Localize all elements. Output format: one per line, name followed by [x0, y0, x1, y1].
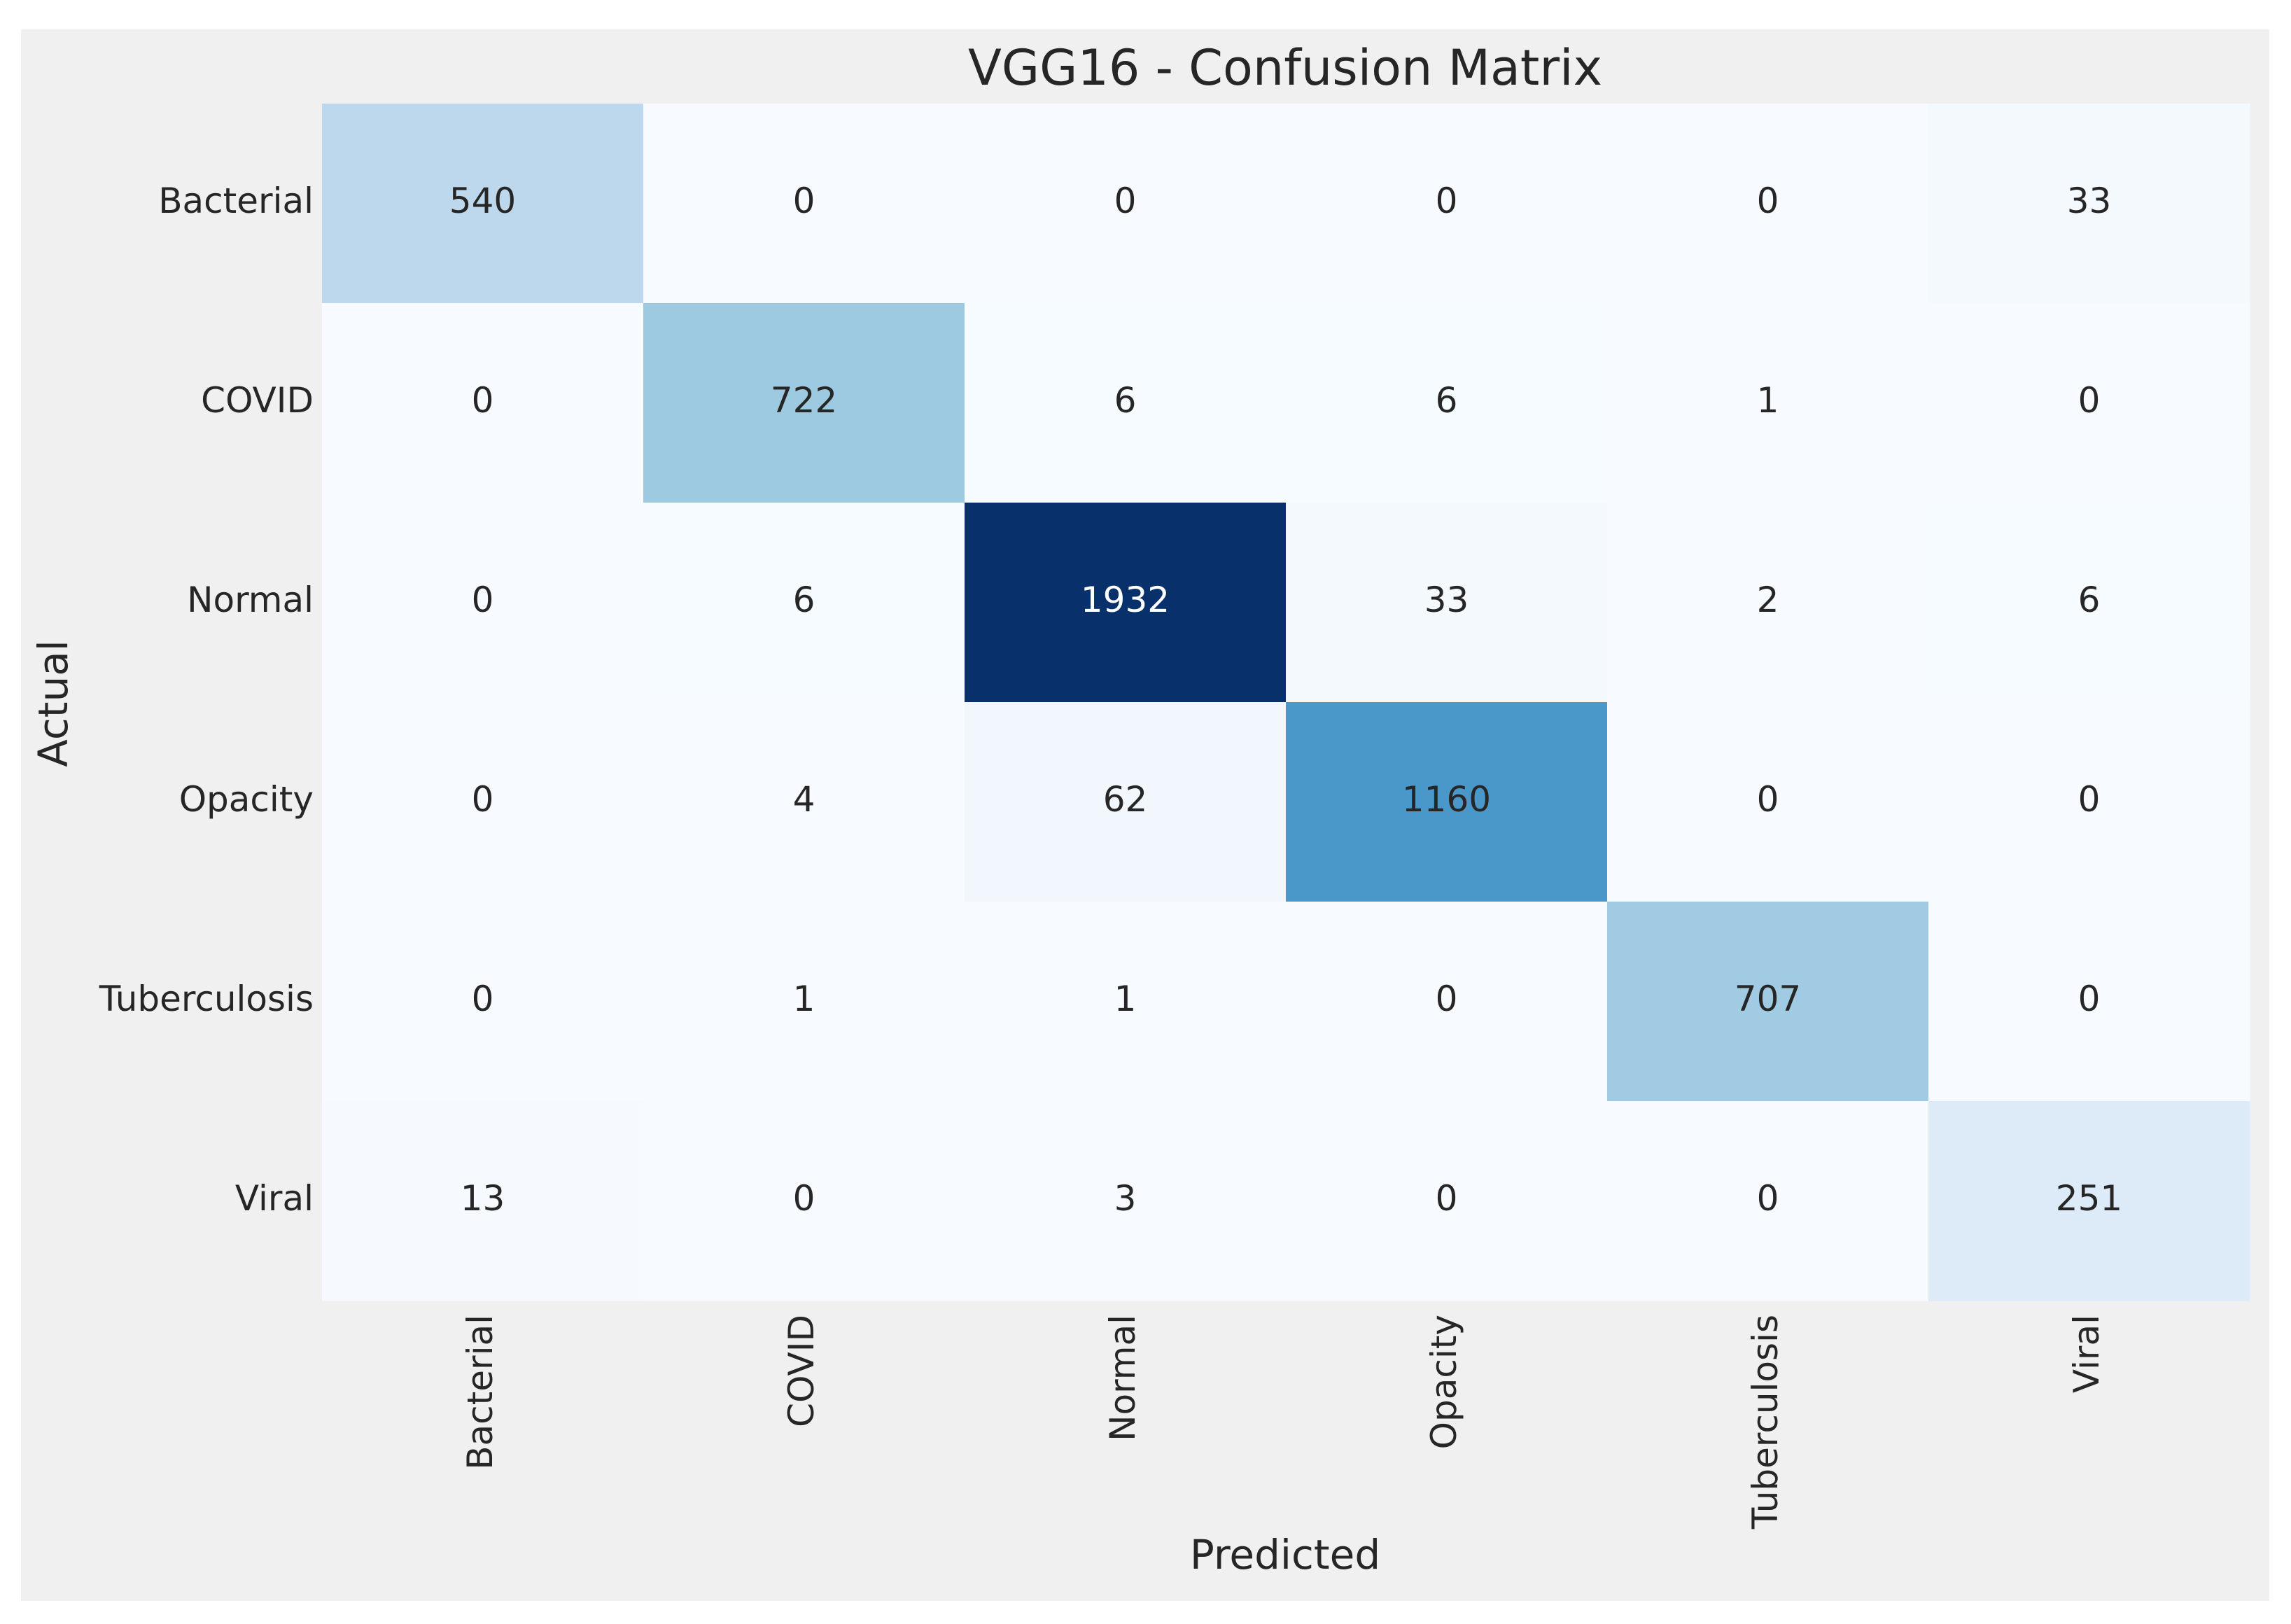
heatmap-cell-covid-covid — [643, 303, 965, 503]
heatmap-cell-tuberculosis-bacterial — [322, 902, 644, 1102]
heatmap-cell-opacity-opacity — [1286, 702, 1608, 902]
cell-value-label: 1 — [1757, 380, 1779, 421]
cell-value-label: 0 — [2078, 979, 2101, 1019]
heatmap-cell-tuberculosis-covid — [643, 902, 965, 1102]
y-axis-label: Actual — [29, 640, 77, 767]
cell-value-label: 6 — [793, 580, 815, 620]
cell-value-label: 722 — [771, 380, 837, 421]
y-tick-label-covid: COVID — [201, 380, 314, 421]
cell-value-label: 6 — [1114, 380, 1137, 421]
cell-value-label: 1 — [793, 979, 815, 1019]
heatmap-cell-normal-viral — [1928, 503, 2250, 703]
cell-value-label: 0 — [1114, 181, 1137, 221]
cell-value-label: 0 — [2078, 380, 2101, 421]
heatmap-cell-tuberculosis-viral — [1928, 902, 2250, 1102]
cell-value-label: 33 — [2067, 181, 2112, 221]
heatmap-cell-tuberculosis-opacity — [1286, 902, 1608, 1102]
heatmap-cell-bacterial-viral — [1928, 104, 2250, 304]
cell-value-label: 4 — [793, 779, 815, 820]
heatmap-cell-opacity-bacterial — [322, 702, 644, 902]
cell-value-label: 0 — [472, 779, 494, 820]
cell-value-label: 0 — [1757, 181, 1779, 221]
cell-value-label: 0 — [472, 380, 494, 421]
heatmap-cell-bacterial-normal — [965, 104, 1287, 304]
x-axis-label: Predicted — [1190, 1531, 1380, 1578]
cell-value-label: 0 — [1436, 979, 1458, 1019]
cell-value-label: 0 — [1436, 181, 1458, 221]
cell-value-label: 6 — [2078, 580, 2101, 620]
heatmap-cell-viral-covid — [643, 1101, 965, 1301]
heatmap-cell-viral-bacterial — [322, 1101, 644, 1301]
cell-value-label: 13 — [461, 1178, 505, 1219]
heatmap-cell-opacity-covid — [643, 702, 965, 902]
x-tick-label-covid: COVID — [781, 1315, 822, 1427]
heatmap-cell-bacterial-covid — [643, 104, 965, 304]
x-tick-label-bacterial: Bacterial — [460, 1315, 500, 1470]
cell-value-label: 2 — [1757, 580, 1779, 620]
y-tick-label-normal: Normal — [187, 580, 314, 620]
heatmap-cell-viral-normal — [965, 1101, 1287, 1301]
heatmap-cell-normal-bacterial — [322, 503, 644, 703]
heatmap-cell-normal-covid — [643, 503, 965, 703]
cell-value-label: 0 — [793, 1178, 815, 1219]
cell-value-label: 0 — [1436, 1178, 1458, 1219]
heatmap-cell-tuberculosis-tuberculosis — [1607, 902, 1929, 1102]
heatmap-cell-opacity-tuberculosis — [1607, 702, 1929, 902]
cell-value-label: 0 — [472, 979, 494, 1019]
heatmap-cell-covid-viral — [1928, 303, 2250, 503]
cell-value-label: 3 — [1114, 1178, 1137, 1219]
heatmap-cell-covid-normal — [965, 303, 1287, 503]
x-tick-label-viral: Viral — [2066, 1315, 2107, 1393]
x-tick-labels: Bacterial COVID Normal Opacity Tuberculosis V… — [460, 1315, 2107, 1530]
heatmap-cell-covid-bacterial — [322, 303, 644, 503]
y-tick-label-viral: Viral — [235, 1178, 314, 1219]
chart-title: VGG16 - Confusion Matrix — [968, 39, 1602, 97]
y-tick-labels: Bacterial COVID Normal Opacity Tuberculosis V… — [99, 181, 314, 1219]
heatmap-cell-normal-opacity — [1286, 503, 1608, 703]
cell-value-label: 0 — [1757, 1178, 1779, 1219]
cell-value-label: 0 — [2078, 779, 2101, 820]
cell-value-label: 1932 — [1081, 580, 1170, 620]
cell-value-label: 33 — [1424, 580, 1469, 620]
cell-value-label: 1 — [1114, 979, 1137, 1019]
cell-value-label: 1160 — [1402, 779, 1491, 820]
x-tick-label-tuberculosis: Tuberculosis — [1745, 1315, 1786, 1530]
cell-value-label: 707 — [1735, 979, 1801, 1019]
cell-value-label: 6 — [1436, 380, 1458, 421]
heatmap-cell-bacterial-bacterial — [322, 104, 644, 304]
heatmap-cell-covid-tuberculosis — [1607, 303, 1929, 503]
heatmap-cell-viral-viral — [1928, 1101, 2250, 1301]
heatmap-cell-covid-opacity — [1286, 303, 1608, 503]
x-tick-label-normal: Normal — [1102, 1315, 1143, 1441]
heatmap-cells — [322, 104, 2250, 1301]
heatmap-annotations: 540 0 0 0 0 33 0 722 6 6 1 0 0 6 1932 33 2 6 0 4 62 1160 0 0 0 1 1… — [449, 181, 2122, 1219]
cell-value-label: 251 — [2056, 1178, 2122, 1219]
heatmap-cell-opacity-normal — [965, 702, 1287, 902]
heatmap-cell-viral-tuberculosis — [1607, 1101, 1929, 1301]
heatmap-cell-normal-tuberculosis — [1607, 503, 1929, 703]
heatmap-cell-bacterial-opacity — [1286, 104, 1608, 304]
heatmap-cell-normal-normal — [965, 503, 1287, 703]
cell-value-label: 62 — [1103, 779, 1148, 820]
heatmap-cell-bacterial-tuberculosis — [1607, 104, 1929, 304]
y-tick-label-tuberculosis: Tuberculosis — [99, 979, 314, 1019]
x-tick-label-opacity: Opacity — [1424, 1315, 1464, 1449]
heatmap-cell-opacity-viral — [1928, 702, 2250, 902]
cell-value-label: 0 — [1757, 779, 1779, 820]
y-tick-label-bacterial: Bacterial — [158, 181, 314, 221]
cell-value-label: 540 — [449, 181, 516, 221]
cell-value-label: 0 — [472, 580, 494, 620]
y-tick-label-opacity: Opacity — [179, 779, 314, 820]
cell-value-label: 0 — [793, 181, 815, 221]
heatmap-cell-tuberculosis-normal — [965, 902, 1287, 1102]
heatmap-cell-viral-opacity — [1286, 1101, 1608, 1301]
